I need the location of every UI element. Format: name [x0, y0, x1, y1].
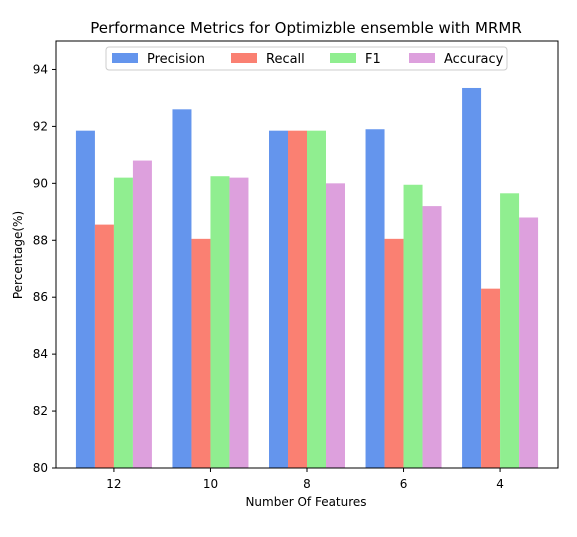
- legend-swatch-precision: [112, 53, 138, 63]
- bar-accuracy-4: [519, 217, 539, 468]
- legend-box: [105, 46, 508, 71]
- bar-f1-12: [113, 177, 133, 468]
- legend-label-precision: Precision: [147, 52, 205, 67]
- bar-recall-12: [94, 224, 114, 468]
- y-tick-label: 88: [33, 233, 48, 247]
- bar-precision-10: [172, 109, 192, 468]
- bar-accuracy-10: [229, 177, 249, 468]
- y-tick-label: 86: [33, 290, 48, 304]
- y-tick-label: 82: [33, 404, 48, 418]
- bar-precision-4: [462, 87, 482, 468]
- x-tick-label: 4: [496, 477, 504, 491]
- y-tick-label: 84: [33, 347, 48, 361]
- x-tick-label: 10: [203, 477, 218, 491]
- x-tick-label: 6: [400, 477, 408, 491]
- bar-accuracy-8: [326, 183, 345, 469]
- legend-label-f1: F1: [365, 52, 381, 67]
- bar-precision-8: [269, 130, 288, 469]
- y-tick-label: 90: [33, 176, 48, 190]
- x-tick-label: 8: [303, 477, 311, 491]
- y-tick-label: 92: [33, 119, 48, 133]
- bar-accuracy-12: [132, 160, 152, 468]
- bars-group: [75, 87, 539, 469]
- legend-label-accuracy: Accuracy: [444, 52, 504, 67]
- bar-recall-10: [191, 238, 211, 468]
- bar-accuracy-6: [422, 206, 442, 468]
- chart-title: Performance Metrics for Optimizble ensem…: [90, 19, 522, 37]
- x-axis: 12 10 8 6 4: [106, 468, 504, 491]
- legend-swatch-accuracy: [409, 53, 435, 63]
- legend-swatch-f1: [330, 53, 356, 63]
- bar-f1-4: [500, 193, 520, 468]
- legend-label-recall: Recall: [266, 52, 305, 67]
- x-tick-label: 12: [106, 477, 121, 491]
- x-axis-label: Number Of Features: [245, 495, 366, 509]
- bar-recall-4: [481, 288, 501, 468]
- legend-swatch-recall: [231, 53, 257, 63]
- bar-f1-8: [307, 130, 326, 469]
- bar-recall-6: [384, 238, 404, 468]
- y-tick-label: 80: [33, 461, 48, 475]
- bar-f1-6: [403, 184, 423, 469]
- bar-precision-6: [365, 129, 385, 468]
- y-tick-label: 94: [33, 62, 48, 76]
- y-axis-label: Percentage(%): [11, 211, 25, 299]
- bar-f1-10: [210, 176, 230, 468]
- y-axis: 80 82 84 86 88 90 92 94: [33, 62, 56, 475]
- bar-recall-8: [288, 130, 307, 469]
- bar-precision-12: [75, 130, 95, 469]
- legend: Precision Recall F1 Accuracy: [105, 46, 508, 71]
